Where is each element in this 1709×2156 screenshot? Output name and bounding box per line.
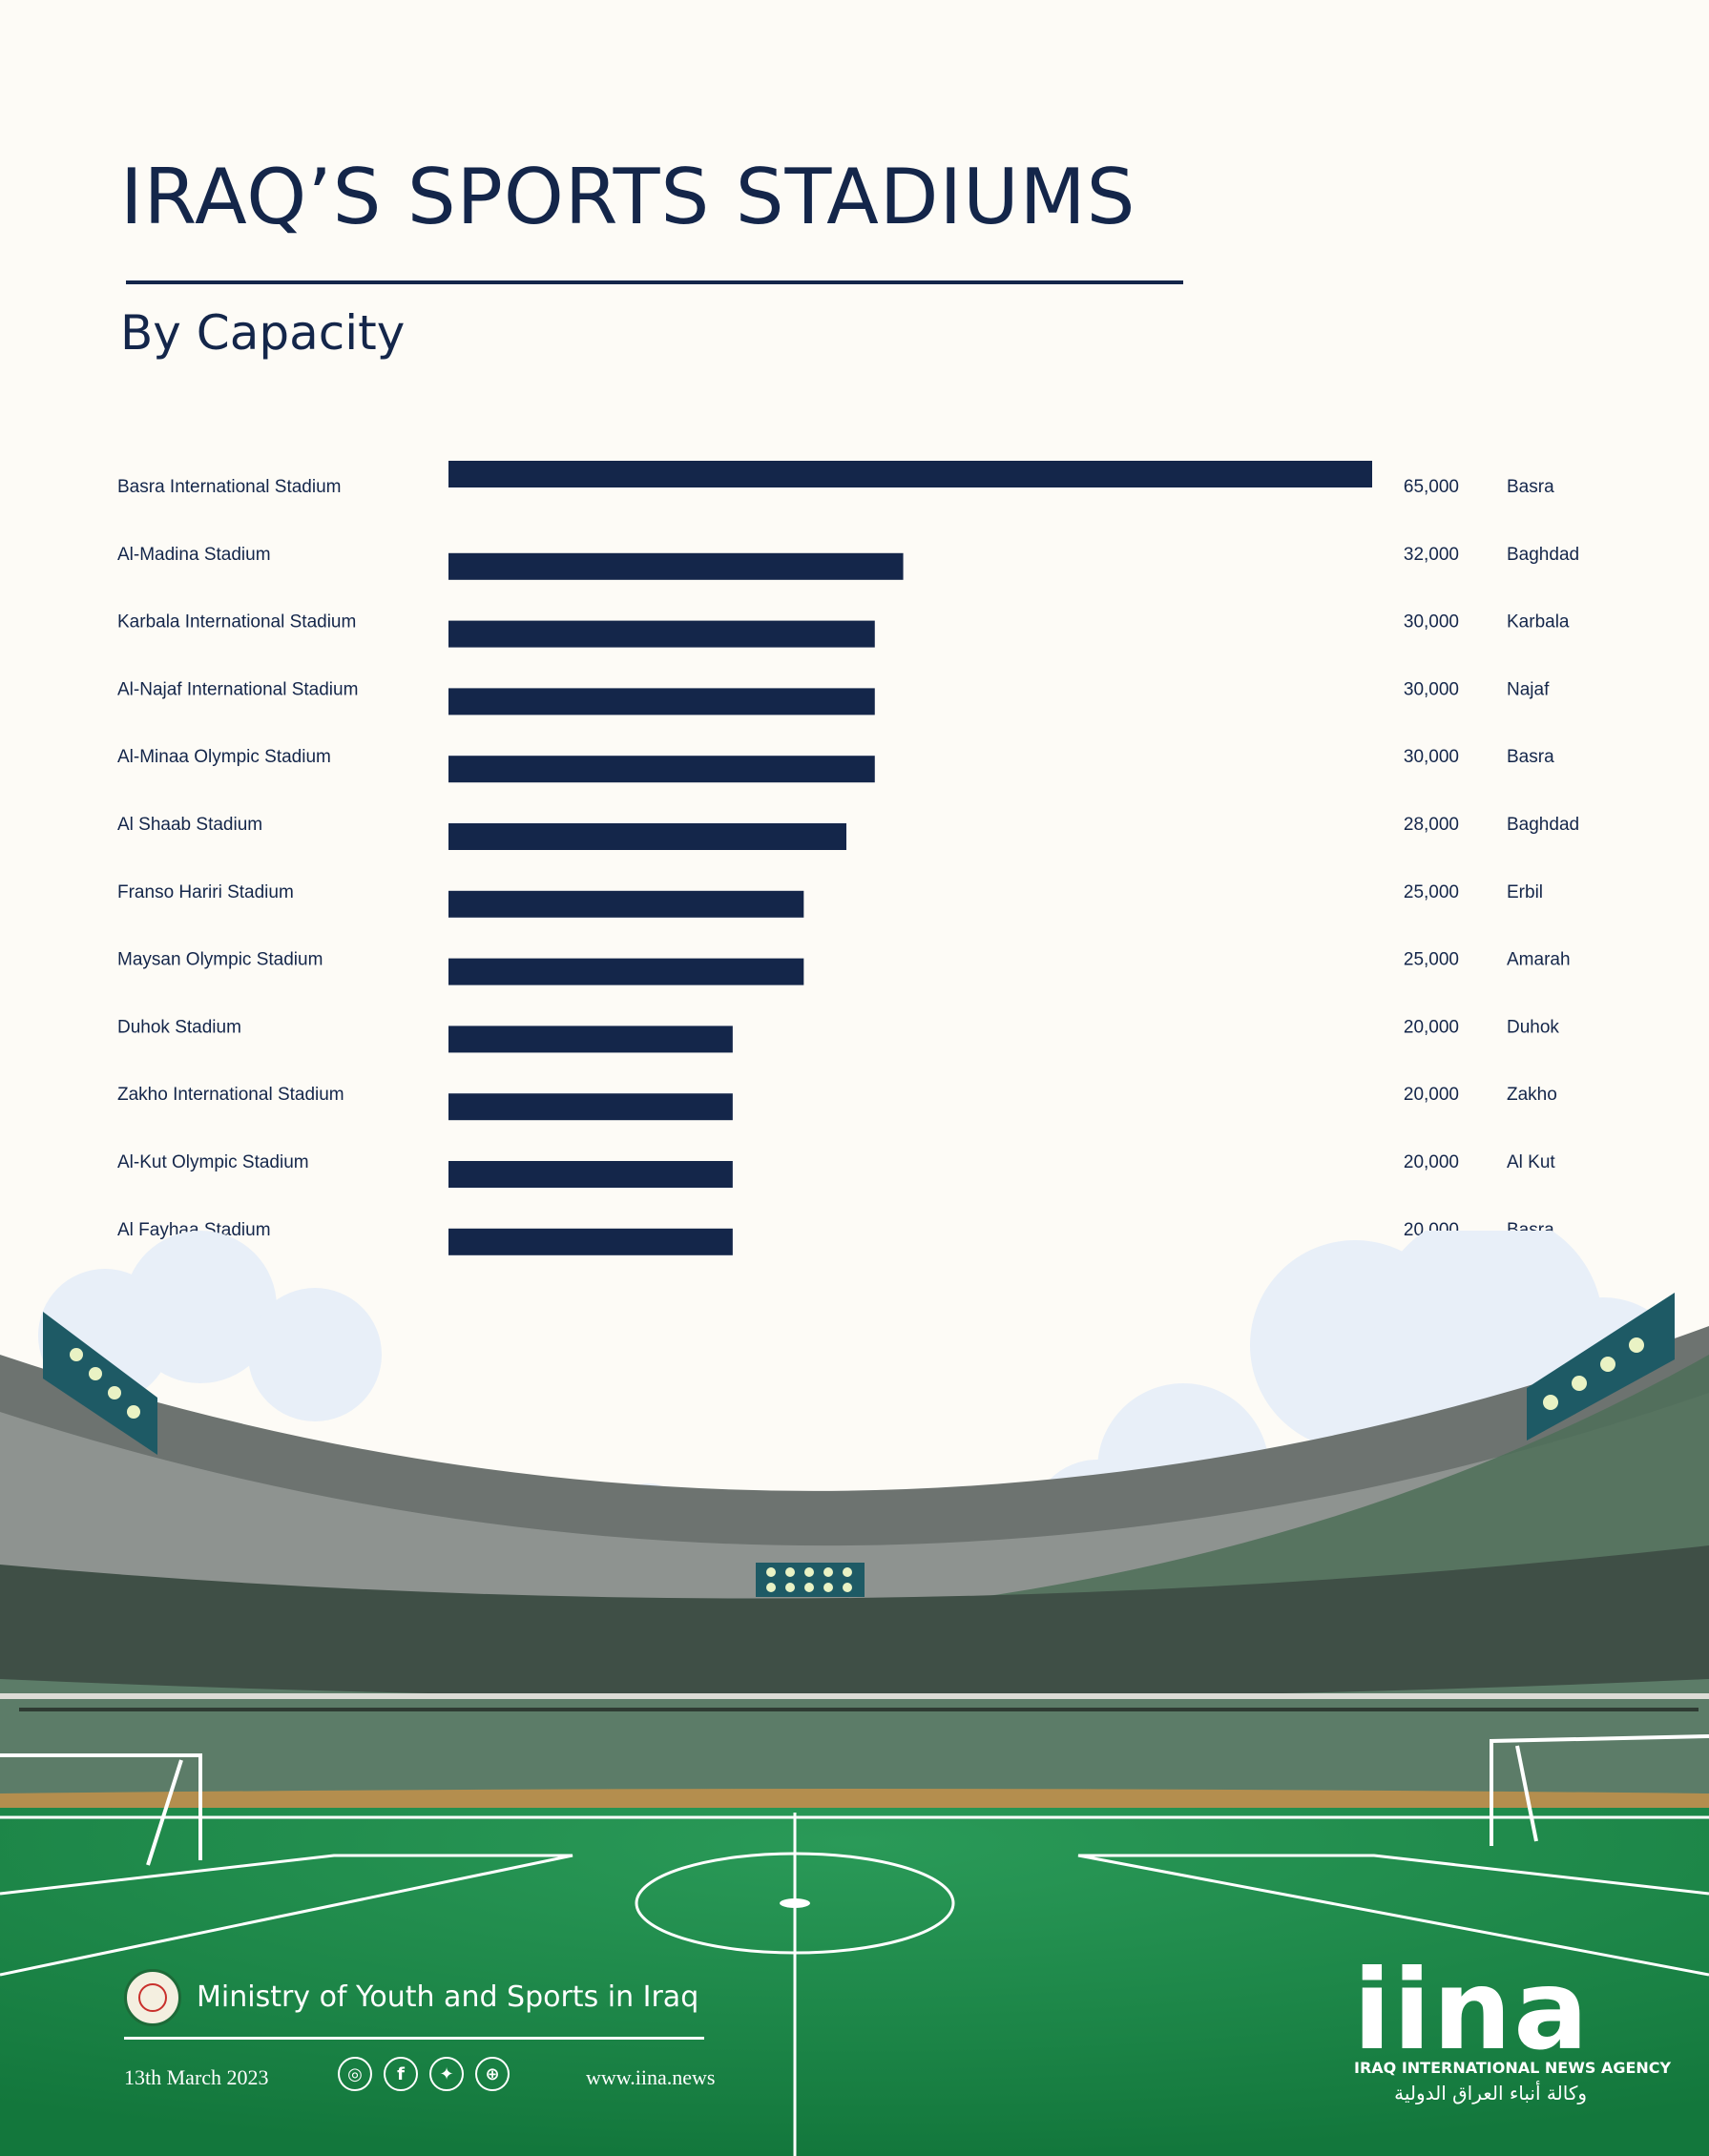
floodlight-right <box>1527 1293 1675 1441</box>
ministry-name: Ministry of Youth and Sports in Iraq <box>197 1980 699 2014</box>
pitch-edge <box>0 1789 1709 1813</box>
goal-right <box>1490 1734 1709 1846</box>
city-label: Zakho <box>1507 1085 1557 1105</box>
capacity-bar <box>448 1228 733 1255</box>
stadium-label: Al-Madina Stadium <box>117 545 271 565</box>
stadium-label: Basra International Stadium <box>117 477 341 497</box>
capacity-value-label: 20,000 <box>1404 1085 1459 1105</box>
capacity-value-label: 25,000 <box>1404 882 1459 902</box>
city-label: Najaf <box>1507 679 1550 699</box>
floodlight-left <box>43 1312 157 1455</box>
ministry-logo <box>124 1969 181 2026</box>
floodlight-center <box>756 1563 865 1597</box>
city-label: Karbala <box>1507 612 1570 632</box>
capacity-value-label: 65,000 <box>1404 477 1459 497</box>
agency-name: IRAQ INTERNATIONAL NEWS AGENCY <box>1354 2059 1672 2077</box>
city-label: Al Kut <box>1507 1152 1555 1172</box>
capacity-bar <box>448 1161 733 1188</box>
stadium-label: Al-Kut Olympic Stadium <box>117 1152 309 1172</box>
capacity-bar <box>448 552 904 580</box>
city-label: Baghdad <box>1507 545 1579 565</box>
capacity-bar <box>448 461 1372 487</box>
capacity-bar <box>448 890 804 918</box>
stadium-illustration <box>0 1231 1709 2156</box>
website-link[interactable]: www.iina.news <box>586 2065 716 2089</box>
capacity-bar <box>448 958 804 985</box>
instagram-icon[interactable]: ◎ <box>338 2057 372 2091</box>
capacity-value-label: 30,000 <box>1404 612 1459 632</box>
capacity-bar <box>448 688 875 715</box>
capacity-bar <box>448 1093 733 1121</box>
page-subtitle: By Capacity <box>120 305 406 361</box>
agency-name-arabic: وكالة أنباء العراق الدولية <box>1394 2082 1587 2104</box>
facebook-icon[interactable]: f <box>384 2057 418 2091</box>
capacity-value-label: 20,000 <box>1404 1017 1459 1037</box>
capacity-bar <box>448 620 875 648</box>
stadium-label: Al-Najaf International Stadium <box>117 679 358 699</box>
iina-logo: iina <box>1353 1946 1591 2075</box>
stadium-label: Maysan Olympic Stadium <box>117 950 323 970</box>
capacity-value-label: 32,000 <box>1404 545 1459 565</box>
stadium-label: Franso Hariri Stadium <box>117 882 294 902</box>
capacity-bar <box>448 823 846 850</box>
city-label: Basra <box>1507 477 1554 497</box>
capacity-value-label: 30,000 <box>1404 747 1459 767</box>
city-label: Baghdad <box>1507 815 1579 835</box>
page-title: IRAQ’S SPORTS STADIUMS <box>120 153 1136 241</box>
stadium-label: Al-Minaa Olympic Stadium <box>117 747 331 767</box>
city-label: Amarah <box>1507 950 1571 970</box>
capacity-bar-chart: Basra International Stadium 65,000 Basra Al… <box>117 461 1579 1255</box>
capacity-bar <box>448 756 875 783</box>
middle-tier <box>0 1545 1709 1698</box>
social-links: ◎ f ✦ ⊕ <box>338 2057 510 2091</box>
capacity-value-label: 30,000 <box>1404 679 1459 699</box>
stadium-label: Al Shaab Stadium <box>117 815 262 835</box>
capacity-value-label: 25,000 <box>1404 950 1459 970</box>
capacity-bar <box>448 1026 733 1053</box>
capacity-value-label: 28,000 <box>1404 815 1459 835</box>
spectators <box>0 1693 1709 1711</box>
city-label: Duhok <box>1507 1017 1559 1037</box>
stadium-label: Karbala International Stadium <box>117 612 356 632</box>
stadium-label: Zakho International Stadium <box>117 1085 344 1105</box>
stadium-label: Duhok Stadium <box>117 1017 241 1037</box>
center-spot <box>780 1898 810 1908</box>
twitter-icon[interactable]: ✦ <box>429 2057 464 2091</box>
pitch-lines <box>0 1813 1709 2156</box>
city-label: Erbil <box>1507 882 1543 902</box>
footer: Ministry of Youth and Sports in Iraq 13t… <box>0 1956 1709 2156</box>
publish-date: 13th March 2023 <box>124 2065 269 2089</box>
stadium-label: Al Fayhaa Stadium <box>117 1220 271 1240</box>
city-label: Basra <box>1507 747 1554 767</box>
goal-left <box>0 1753 202 1866</box>
title-divider <box>126 280 1183 284</box>
footer-divider <box>124 2037 704 2040</box>
pitch <box>0 1808 1709 2156</box>
globe-icon[interactable]: ⊕ <box>475 2057 510 2091</box>
capacity-value-label: 20,000 <box>1404 1152 1459 1172</box>
